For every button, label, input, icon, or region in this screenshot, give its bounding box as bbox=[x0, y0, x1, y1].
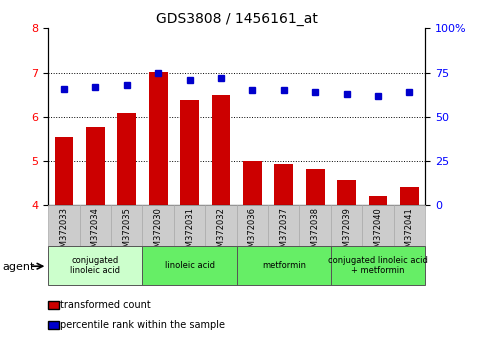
Bar bbox=[205, 205, 237, 246]
Bar bbox=[142, 246, 237, 285]
Bar bbox=[362, 205, 394, 246]
Bar bbox=[394, 205, 425, 246]
Text: percentile rank within the sample: percentile rank within the sample bbox=[60, 320, 226, 330]
Bar bbox=[117, 113, 136, 205]
Bar bbox=[48, 205, 80, 246]
Bar bbox=[174, 205, 205, 246]
Text: conjugated linoleic acid
+ metformin: conjugated linoleic acid + metformin bbox=[328, 256, 428, 275]
Text: linoleic acid: linoleic acid bbox=[165, 261, 214, 270]
Bar bbox=[80, 205, 111, 246]
Bar bbox=[331, 205, 362, 246]
Bar bbox=[142, 205, 174, 246]
Text: GSM372032: GSM372032 bbox=[216, 207, 226, 258]
Text: GSM372031: GSM372031 bbox=[185, 207, 194, 258]
Bar bbox=[400, 187, 419, 205]
Text: GSM372034: GSM372034 bbox=[91, 207, 100, 258]
Bar bbox=[48, 246, 142, 285]
Title: GDS3808 / 1456161_at: GDS3808 / 1456161_at bbox=[156, 12, 318, 26]
Bar bbox=[274, 164, 293, 205]
Bar bbox=[55, 137, 73, 205]
Text: GSM372037: GSM372037 bbox=[279, 207, 288, 258]
Bar bbox=[369, 196, 387, 205]
Text: transformed count: transformed count bbox=[60, 300, 151, 310]
Text: metformin: metformin bbox=[262, 261, 306, 270]
Bar bbox=[331, 246, 425, 285]
Bar bbox=[337, 180, 356, 205]
Text: GSM372038: GSM372038 bbox=[311, 207, 320, 258]
Text: GSM372033: GSM372033 bbox=[59, 207, 69, 258]
Bar bbox=[149, 72, 168, 205]
Text: agent: agent bbox=[2, 262, 35, 272]
Text: GSM372036: GSM372036 bbox=[248, 207, 257, 258]
Bar bbox=[237, 205, 268, 246]
Bar bbox=[243, 161, 262, 205]
Bar bbox=[212, 95, 230, 205]
Bar bbox=[180, 100, 199, 205]
Text: GSM372040: GSM372040 bbox=[373, 207, 383, 258]
Bar bbox=[306, 169, 325, 205]
Bar bbox=[299, 205, 331, 246]
Text: GSM372030: GSM372030 bbox=[154, 207, 163, 258]
Bar bbox=[268, 205, 299, 246]
Text: GSM372041: GSM372041 bbox=[405, 207, 414, 258]
Text: conjugated
linoleic acid: conjugated linoleic acid bbox=[71, 256, 120, 275]
Bar bbox=[86, 127, 105, 205]
Bar bbox=[237, 246, 331, 285]
Text: GSM372035: GSM372035 bbox=[122, 207, 131, 258]
Text: GSM372039: GSM372039 bbox=[342, 207, 351, 258]
Bar bbox=[111, 205, 142, 246]
